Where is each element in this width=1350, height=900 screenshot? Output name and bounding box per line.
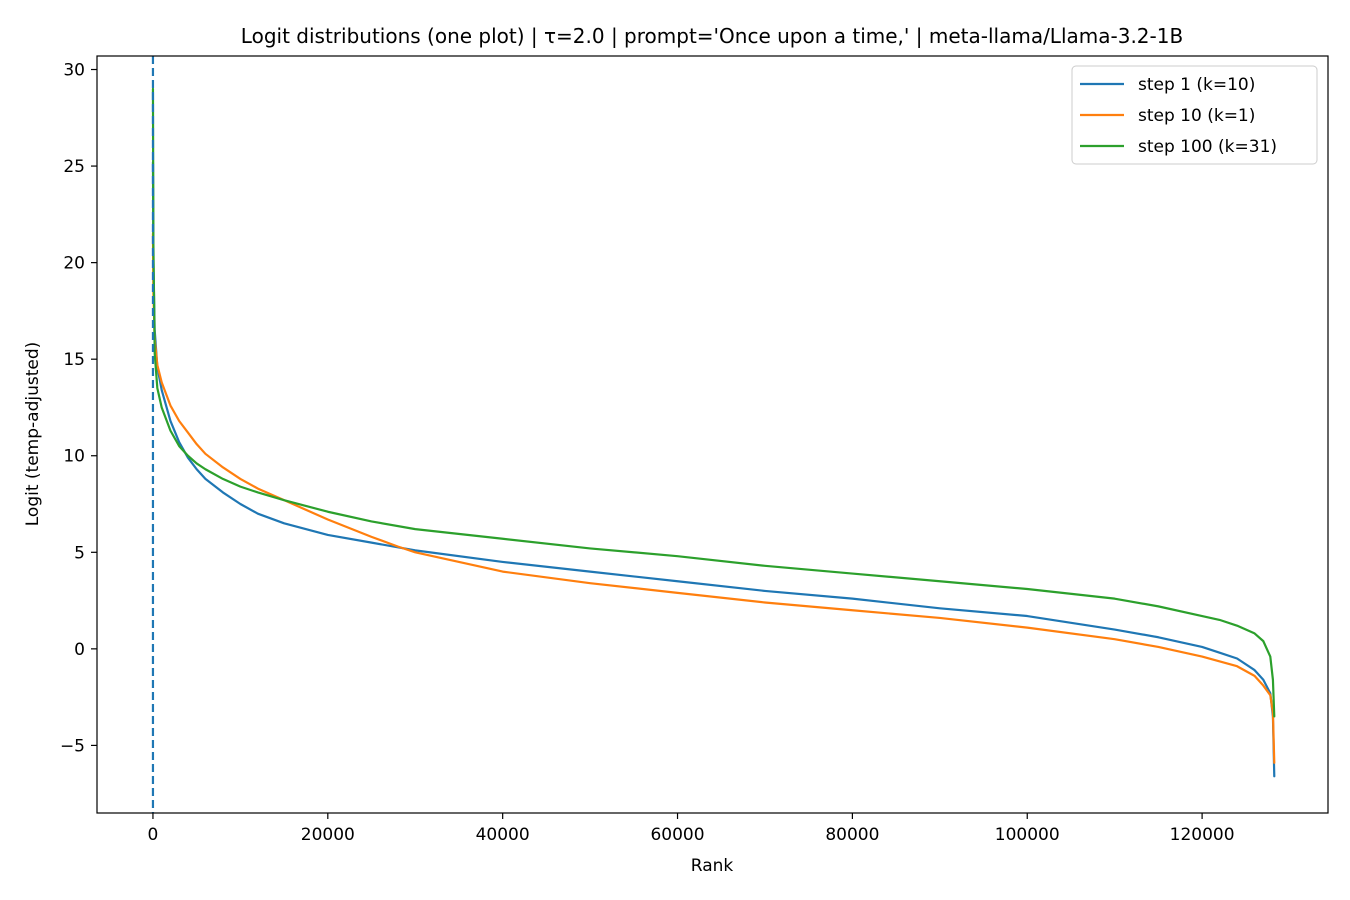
x-axis-label: Rank — [691, 856, 734, 876]
x-tick-label: 60000 — [650, 825, 704, 845]
y-tick-label: 0 — [74, 640, 85, 660]
x-tick-label: 20000 — [301, 825, 355, 845]
series-line-1 — [151, 161, 1276, 778]
plot-frame — [96, 55, 1329, 814]
y-tick-label: 25 — [63, 157, 85, 177]
y-tick-label: 5 — [74, 543, 85, 563]
x-tick-label: 120000 — [1170, 825, 1235, 845]
legend: step 1 (k=10) step 10 (k=1) step 100 (k=31… — [1071, 65, 1318, 165]
y-axis-label: Logit (temp-adjusted) — [23, 342, 43, 527]
legend-label-2: step 10 (k=1) — [1138, 106, 1255, 126]
y-tick-label: 15 — [63, 350, 85, 370]
series-line-2 — [151, 232, 1276, 764]
legend-label-3: step 100 (k=31) — [1138, 137, 1277, 157]
x-tick-label: 80000 — [825, 825, 879, 845]
x-tick-label: 100000 — [995, 825, 1060, 845]
y-tick-label: −5 — [60, 736, 85, 756]
x-axis: 0 20000 40000 60000 80000 100000 120000 — [148, 813, 1235, 845]
y-tick-label: 30 — [63, 61, 85, 81]
plot-area — [96, 55, 1329, 814]
series-line-3 — [151, 87, 1276, 718]
y-tick-label: 10 — [63, 447, 85, 467]
y-axis: −5 0 5 10 15 20 25 30 — [60, 61, 97, 756]
legend-label-1: step 1 (k=10) — [1138, 75, 1255, 95]
x-tick-label: 0 — [148, 825, 159, 845]
x-tick-label: 40000 — [476, 825, 530, 845]
legend-box — [1071, 65, 1318, 165]
chart-title: Logit distributions (one plot) | τ=2.0 |… — [241, 24, 1183, 48]
y-tick-label: 20 — [63, 254, 85, 274]
